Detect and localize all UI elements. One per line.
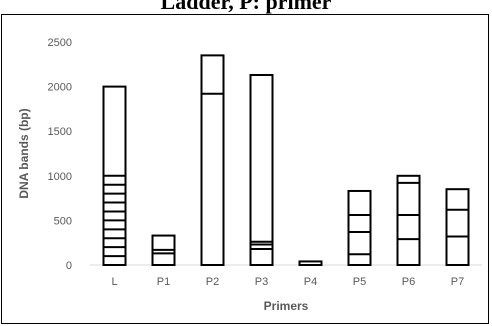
x-tick-label: P7 <box>451 276 464 288</box>
x-tick-label: P3 <box>255 276 268 288</box>
lane-bar <box>347 189 372 267</box>
x-tick-label: P1 <box>157 276 170 288</box>
y-tick-label: 1000 <box>48 171 72 183</box>
lane-p6 <box>396 174 421 266</box>
x-tick-label: P6 <box>402 276 415 288</box>
lane-p1 <box>151 234 176 266</box>
lane-bar <box>445 188 470 266</box>
y-axis-label: DNA bands (bp) <box>17 108 31 198</box>
x-tick-label: L <box>111 276 117 288</box>
x-tick-label: P5 <box>353 276 366 288</box>
x-tick-label: P4 <box>304 276 317 288</box>
lane-l <box>102 85 127 266</box>
x-axis-label: Primers <box>264 299 309 313</box>
y-tick-label: 0 <box>66 260 72 272</box>
lane-bar <box>249 74 274 266</box>
y-tick-label: 500 <box>54 215 72 227</box>
lane-p3 <box>249 74 274 266</box>
lane-bar <box>298 260 323 267</box>
lane-bar <box>396 174 421 266</box>
lane-p4 <box>298 260 323 267</box>
x-ticks: L P1 P2 P3 P4 P5 P6 P7 <box>111 276 464 288</box>
lanes <box>102 54 470 267</box>
lane-bar <box>200 54 225 266</box>
lane-p7 <box>445 188 470 266</box>
chart-title: Ladder, P: primer <box>160 0 332 14</box>
y-tick-label: 2000 <box>48 82 72 94</box>
lane-p5 <box>347 189 372 267</box>
y-tick-label: 2500 <box>48 37 72 49</box>
lane-p2 <box>200 54 225 266</box>
y-tick-label: 1500 <box>48 126 72 138</box>
x-tick-label: P2 <box>206 276 219 288</box>
chart-frame <box>1 14 489 324</box>
y-ticks: 0 500 1000 1500 2000 2500 <box>48 37 72 272</box>
